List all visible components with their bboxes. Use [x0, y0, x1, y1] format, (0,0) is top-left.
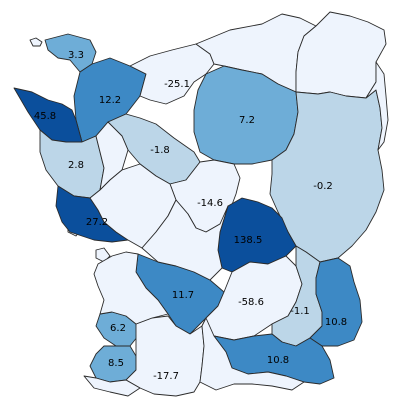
region-r-e-a[interactable]	[365, 61, 389, 151]
region-label-r-14-6: -14.6	[197, 198, 223, 209]
region-label-r-12-2: 12.2	[99, 95, 121, 106]
region-r-s-a[interactable]	[83, 375, 141, 397]
region-label-r-8-5: 8.5	[108, 358, 124, 369]
region-label-r-m0-2: -0.2	[313, 181, 333, 192]
region-r-c-b[interactable]	[93, 251, 169, 325]
region-label-r-10-8b: 10.8	[267, 355, 289, 366]
region-label-r-45-8: 45.8	[34, 111, 56, 122]
region-r-10-8a[interactable]	[309, 257, 363, 347]
region-label-r-11-7: 11.7	[172, 290, 194, 301]
region-label-r-138-5: 138.5	[234, 235, 263, 246]
region-r-25-1[interactable]	[129, 43, 215, 105]
region-label-r-10-8a: 10.8	[325, 317, 347, 328]
region-label-r-6-2: 6.2	[110, 323, 126, 334]
region-label-r-58-6: -58.6	[238, 297, 264, 308]
region-label-r-3-3: 3.3	[68, 50, 84, 61]
region-label-r-17-7: -17.7	[153, 371, 179, 382]
region-label-r-m1-8: -1.8	[150, 145, 170, 156]
region-r-s-b[interactable]	[199, 317, 305, 391]
region-label-r-27-2: 27.2	[86, 217, 108, 228]
region-label-r-7-2: 7.2	[239, 115, 255, 126]
region-label-r-m1-1: -1.1	[290, 306, 310, 317]
region-r-45-8[interactable]	[13, 87, 83, 143]
region-r-c-a[interactable]	[141, 199, 229, 281]
island-1	[29, 37, 43, 47]
region-label-r-25-1: -25.1	[164, 79, 190, 90]
region-label-r-2-8: 2.8	[68, 160, 84, 171]
